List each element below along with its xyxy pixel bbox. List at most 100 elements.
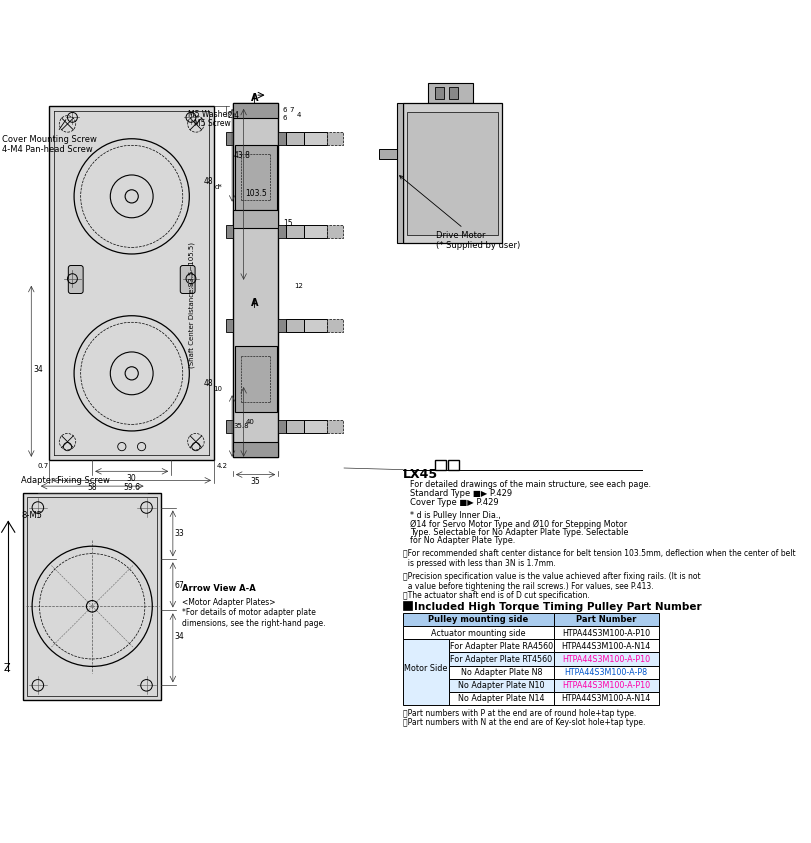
- Bar: [554, 679, 659, 692]
- Text: ⓘThe actuator shaft end is of D cut specification.: ⓘThe actuator shaft end is of D cut spec…: [403, 592, 590, 600]
- Text: No Adapter Plate N10: No Adapter Plate N10: [458, 681, 544, 690]
- Text: 15: 15: [283, 219, 293, 228]
- Text: For Adapter Plate RA4560: For Adapter Plate RA4560: [450, 642, 553, 651]
- Text: 67: 67: [174, 581, 184, 590]
- Text: For Adapter Plate RT4560: For Adapter Plate RT4560: [450, 655, 552, 663]
- Bar: [428, 83, 474, 104]
- Bar: [234, 346, 277, 412]
- Text: HTPA44S3M100-A-N14: HTPA44S3M100-A-N14: [561, 695, 650, 703]
- Bar: [327, 421, 343, 433]
- Text: Drive Motor
(* Supplied by user): Drive Motor (* Supplied by user): [400, 175, 521, 250]
- Text: <Motor Adapter Plates>
*For details of motor adapter plate
dimensions, see the r: <Motor Adapter Plates> *For details of m…: [182, 598, 325, 628]
- Bar: [327, 132, 343, 145]
- Bar: [278, 132, 285, 145]
- Text: 58: 58: [88, 483, 97, 491]
- Text: 6: 6: [282, 115, 287, 121]
- Text: Ø14 for Servo Motor Type and Ø10 for Stepping Motor: Ø14 for Servo Motor Type and Ø10 for Ste…: [410, 520, 627, 529]
- Bar: [304, 319, 327, 332]
- Bar: [278, 319, 285, 332]
- Bar: [327, 225, 343, 239]
- Bar: [448, 679, 554, 692]
- Bar: [285, 225, 304, 239]
- Bar: [327, 319, 343, 332]
- Text: Actuator mounting side: Actuator mounting side: [431, 629, 526, 637]
- Text: for No Adapter Plate Type.: for No Adapter Plate Type.: [410, 536, 515, 545]
- Bar: [225, 319, 233, 332]
- Bar: [407, 111, 498, 235]
- Text: No Adapter Plate N8: No Adapter Plate N8: [461, 668, 542, 677]
- Text: HTPA44S3M100-A-P10: HTPA44S3M100-A-P10: [562, 629, 650, 637]
- Text: For detailed drawings of the main structure, see each page.: For detailed drawings of the main struct…: [410, 480, 651, 489]
- Text: Adapter Fixing Screw: Adapter Fixing Screw: [21, 476, 110, 486]
- Text: 103.5: 103.5: [245, 190, 267, 198]
- Text: 30: 30: [127, 474, 136, 483]
- Text: M5 Screw: M5 Screw: [194, 119, 230, 128]
- Text: M5 Washer: M5 Washer: [188, 110, 230, 119]
- Text: 35: 35: [251, 477, 260, 486]
- Bar: [278, 421, 285, 433]
- Text: Part Number: Part Number: [576, 615, 636, 625]
- Bar: [304, 132, 327, 145]
- Bar: [554, 666, 659, 679]
- Bar: [285, 319, 304, 332]
- Bar: [448, 666, 554, 679]
- Bar: [49, 106, 214, 459]
- Text: HTPA44S3M100-A-P10: HTPA44S3M100-A-P10: [562, 681, 650, 690]
- Text: Included High Torque Timing Pulley Part Number: Included High Torque Timing Pulley Part …: [414, 602, 702, 612]
- Text: d*: d*: [214, 184, 222, 190]
- Text: 59.6: 59.6: [123, 483, 140, 491]
- FancyBboxPatch shape: [180, 266, 195, 293]
- Text: ⓘFor recommended shaft center distance for belt tension 103.5mm, deflection when: ⓘFor recommended shaft center distance f…: [403, 549, 796, 568]
- Text: Arrow View A-A: Arrow View A-A: [182, 584, 255, 593]
- Text: 33: 33: [174, 529, 184, 539]
- Bar: [304, 225, 327, 239]
- Bar: [554, 692, 659, 705]
- Text: 34: 34: [174, 632, 184, 642]
- Bar: [379, 148, 397, 158]
- Text: 6: 6: [282, 107, 287, 113]
- Text: Z: Z: [3, 663, 10, 673]
- Bar: [27, 497, 157, 696]
- Text: Type. Selectable for No Adapter Plate Type. Selectable: Type. Selectable for No Adapter Plate Ty…: [410, 528, 629, 537]
- Bar: [554, 613, 659, 626]
- Text: ⓘPart numbers with P at the end are of round hole+tap type.: ⓘPart numbers with P at the end are of r…: [403, 709, 637, 718]
- Text: 12: 12: [294, 282, 303, 289]
- Text: LX45: LX45: [403, 468, 439, 481]
- Text: * d is Pulley Inner Dia.,: * d is Pulley Inner Dia.,: [410, 511, 500, 520]
- Text: (Shaft Center Distance:93.5~105.5): (Shaft Center Distance:93.5~105.5): [188, 242, 195, 368]
- Bar: [403, 601, 413, 609]
- Bar: [233, 104, 278, 118]
- Text: 0.7: 0.7: [38, 463, 49, 469]
- Bar: [554, 626, 659, 639]
- Bar: [285, 132, 304, 145]
- Bar: [554, 639, 659, 652]
- Bar: [403, 626, 554, 639]
- Text: A: A: [251, 298, 259, 309]
- Text: Pulley mounting side: Pulley mounting side: [428, 615, 529, 625]
- Bar: [23, 492, 161, 701]
- Bar: [233, 211, 278, 228]
- Bar: [397, 104, 403, 244]
- Text: 40: 40: [245, 419, 254, 425]
- Text: 4: 4: [296, 111, 301, 117]
- Text: Cover Type ■▶ P.429: Cover Type ■▶ P.429: [410, 497, 499, 507]
- Text: HTPA44S3M100-A-P10: HTPA44S3M100-A-P10: [562, 655, 650, 663]
- Bar: [234, 144, 277, 211]
- Text: 35.8: 35.8: [234, 423, 250, 429]
- Bar: [448, 652, 554, 666]
- Text: Motor Side: Motor Side: [404, 664, 447, 674]
- Bar: [225, 225, 233, 239]
- Bar: [233, 104, 278, 457]
- Bar: [448, 692, 554, 705]
- Bar: [225, 132, 233, 145]
- Text: 4.2: 4.2: [217, 463, 228, 469]
- Bar: [285, 421, 304, 433]
- Text: 34: 34: [33, 365, 43, 373]
- Bar: [225, 421, 233, 433]
- Bar: [278, 225, 285, 239]
- Text: HTPA44S3M100-A-N14: HTPA44S3M100-A-N14: [561, 642, 650, 651]
- Bar: [403, 613, 554, 626]
- Text: 48: 48: [204, 177, 213, 186]
- Bar: [233, 443, 278, 457]
- Text: 10: 10: [213, 386, 223, 392]
